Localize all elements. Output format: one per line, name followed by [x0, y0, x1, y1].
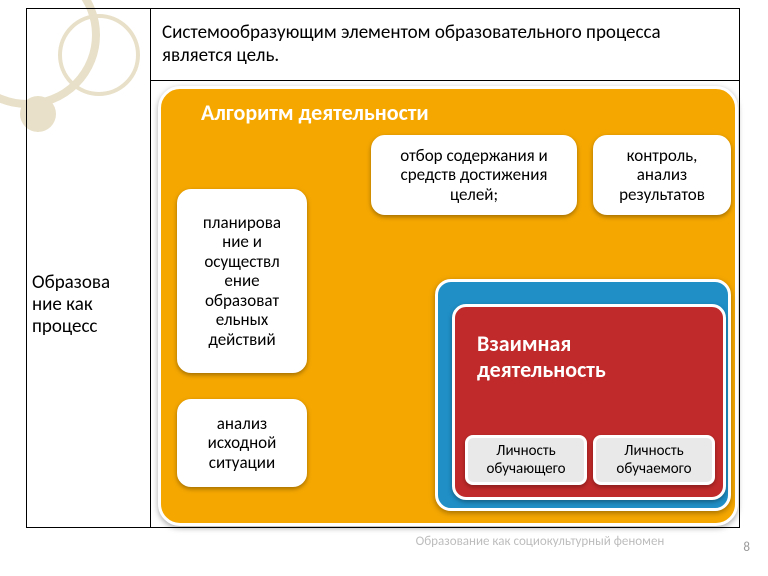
actor-box: Личность обучаемого	[593, 435, 715, 485]
table-hline	[150, 80, 740, 81]
page-number: 8	[743, 540, 750, 555]
panel-algorithm-title: Алгоритм деятельности	[201, 99, 429, 126]
panel-algorithm: Алгоритм деятельности отбор содержания и…	[158, 86, 738, 526]
panel-blue: Взаимная деятельность Личность обучающег…	[435, 279, 731, 511]
algorithm-box: планирование и осуществление образовател…	[177, 189, 307, 373]
left-cell-label: Образование как процесс	[32, 272, 142, 338]
algorithm-box: анализ исходной ситуации	[177, 399, 307, 487]
mutual-activity-title: Взаимная деятельность	[477, 331, 697, 384]
footer-text: Образование как социокультурный феномен	[380, 535, 700, 549]
table-vline	[150, 8, 151, 528]
top-cell-text: Системообразующим элементом образователь…	[162, 22, 722, 68]
actor-box: Личность обучающего	[465, 435, 587, 485]
slide: Образование как процесс Системообразующи…	[0, 0, 768, 576]
panel-mutual-activity: Взаимная деятельность Личность обучающег…	[452, 304, 726, 500]
algorithm-box: отбор содержания и средств достижения це…	[371, 135, 577, 215]
algorithm-box: контроль, анализ результатов	[593, 135, 731, 215]
